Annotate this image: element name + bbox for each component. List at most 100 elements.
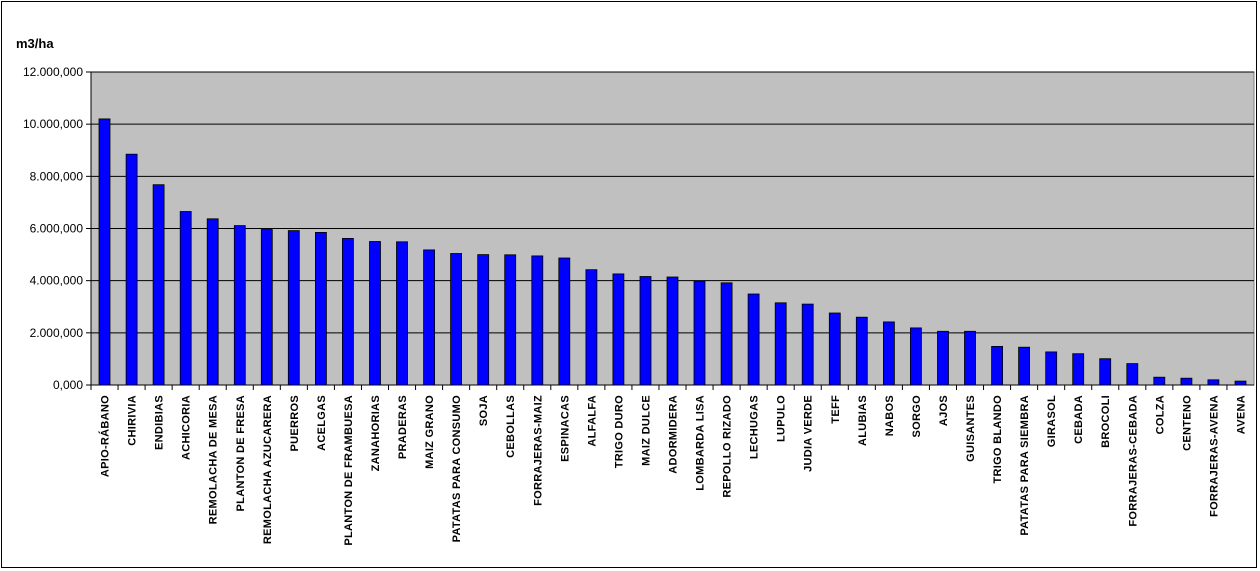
bar (260, 229, 273, 386)
bar (1126, 363, 1139, 386)
bar (179, 211, 192, 386)
x-category-label: AVENA (1236, 395, 1248, 434)
x-category-label: MAIZ DULCE (641, 395, 653, 466)
x-category-label: ACELGAS (316, 395, 328, 451)
x-category-label: ALFALFA (586, 395, 598, 447)
bar (1180, 377, 1193, 386)
x-category-label: FORRAJERAS-AVENA (1208, 395, 1220, 517)
x-category-label: ENDIBIAS (154, 395, 166, 450)
bar (720, 282, 733, 386)
bar (828, 312, 841, 386)
bar (396, 241, 408, 386)
x-category-label: TRIGO BLANDO (992, 395, 1004, 484)
x-category-label: AJOS (938, 395, 950, 426)
x-category-label: TRIGO DURO (613, 395, 625, 468)
bar (1207, 379, 1220, 386)
x-category-label: PATATAS PARA SIEMBRA (1019, 395, 1031, 536)
x-category-label: GIRASOL (1046, 395, 1058, 447)
bar (477, 254, 490, 386)
x-category-label: MAIZ GRANO (424, 395, 436, 469)
x-category-label: REMOLACHA DE MESA (208, 395, 220, 524)
bar (341, 237, 354, 386)
y-axis-unit-label: m3/ha (16, 36, 54, 51)
x-category-label: ACHICORIA (181, 395, 193, 460)
bar (964, 330, 976, 386)
bar (450, 253, 463, 386)
bar (937, 330, 949, 386)
bar (585, 269, 598, 386)
x-category-label: PUERROS (289, 395, 301, 452)
x-category-label: FORRAJERAS-MAIZ (532, 395, 544, 506)
x-category-label: PLANTON DE FRAMBUESA (343, 395, 355, 546)
bars (90, 118, 1247, 390)
bar (1018, 346, 1030, 386)
y-tick-labels: 0,000 2.000,000 4.000,000 6.000,000 8.000,00… (23, 65, 83, 392)
bar (233, 225, 246, 386)
bar (206, 218, 219, 386)
bar (504, 254, 517, 386)
gridlines (86, 71, 1254, 386)
x-category-label: CEBOLLAS (505, 395, 517, 458)
bar (747, 293, 760, 386)
x-category-label: LECHUGAS (749, 395, 761, 459)
y-tick-label: 0,000 (53, 378, 83, 392)
x-category-label: TEFF (830, 395, 842, 424)
bar (98, 118, 111, 386)
bar (125, 153, 138, 386)
x-category-labels: APIO-RÁBANO CHIRIVIA ENDIBIAS ACHICORIA REMO… (99, 395, 1248, 546)
y-tick-label: 6.000,000 (30, 222, 84, 236)
x-category-label: NABOS (884, 395, 896, 436)
x-category-label: JUDIA VERDE (803, 395, 815, 472)
bar (639, 276, 652, 386)
x-category-label: ADORMIDERA (668, 395, 680, 474)
bar (855, 316, 868, 386)
bar (1072, 353, 1085, 386)
bar (612, 273, 625, 386)
bar (1234, 380, 1247, 386)
bar (1099, 358, 1112, 386)
bar (910, 327, 922, 386)
bar (693, 280, 706, 386)
x-category-label: CEBADA (1073, 395, 1085, 444)
bar (1045, 351, 1058, 386)
x-category-label: PATATAS PARA CONSUMO (451, 395, 463, 543)
bar (801, 303, 814, 386)
bar (287, 230, 300, 386)
x-category-label: ESPINACAS (559, 395, 571, 462)
bar (666, 276, 679, 386)
x-category-label: PRADERAS (397, 395, 409, 459)
bar (152, 184, 165, 386)
bar (883, 321, 895, 386)
x-category-label: BROCOLI (1100, 395, 1112, 448)
x-category-label: APIO-RÁBANO (99, 395, 112, 477)
x-category-label: CENTENO (1181, 395, 1193, 451)
x-category-label: SOJA (478, 395, 490, 426)
x-category-label: COLZA (1154, 395, 1166, 434)
x-category-label: FORRAJERAS-CEBADA (1127, 395, 1139, 527)
x-category-label: LUPULO (776, 395, 788, 442)
bar (423, 249, 436, 386)
bar (1153, 376, 1166, 386)
bar (774, 302, 787, 386)
y-tick-label: 10.000,000 (23, 117, 83, 131)
y-tick-label: 2.000,000 (30, 326, 84, 340)
x-category-label: PLANTON DE FRESA (235, 395, 247, 511)
y-tick-label: 8.000,000 (30, 169, 84, 183)
x-category-label: ALUBIAS (857, 395, 869, 446)
x-category-label: LOMBARDA LISA (695, 395, 707, 491)
y-tick-label: 12.000,000 (23, 65, 83, 79)
x-category-label: CHIRIVIA (127, 395, 139, 446)
bar (531, 255, 544, 386)
bar (369, 241, 381, 386)
bar (558, 257, 571, 386)
x-category-label: ZANAHORIAS (370, 395, 382, 471)
x-category-label: REMOLACHA AZUCARERA (262, 395, 274, 544)
bar (991, 345, 1003, 386)
bar (314, 231, 327, 386)
x-category-label: GUISANTES (965, 395, 977, 462)
x-category-label: SORGO (911, 395, 923, 438)
x-category-label: REPOLLO RIZADO (722, 395, 734, 498)
y-tick-label: 4.000,000 (30, 274, 84, 288)
